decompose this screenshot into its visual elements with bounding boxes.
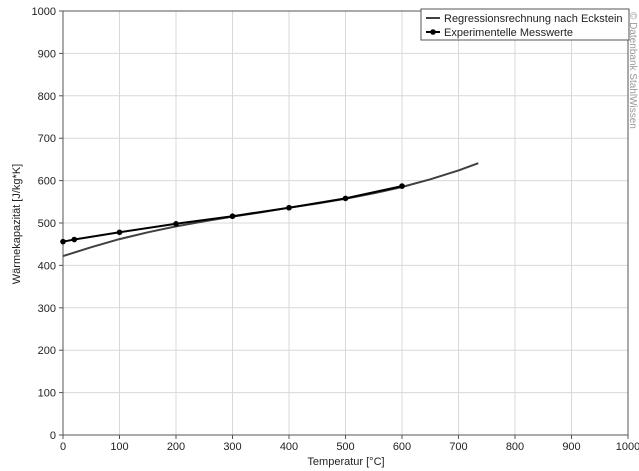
y-tick-label: 400 xyxy=(38,260,56,272)
x-axis-ticks: 0 100 200 300 400 500 600 700 800 900 1000 xyxy=(60,435,639,453)
data-point xyxy=(229,213,236,220)
data-point xyxy=(399,183,405,189)
x-tick-label: 700 xyxy=(449,441,467,453)
x-tick-label: 800 xyxy=(506,441,524,453)
x-axis-title: Temperatur [°C] xyxy=(307,456,384,468)
y-axis-ticks: 0 100 200 300 400 500 600 700 800 900 1000 xyxy=(32,6,63,442)
x-tick-label: 500 xyxy=(336,441,354,453)
legend-label-measured: Experimentelle Messwerte xyxy=(444,27,573,39)
y-tick-label: 800 xyxy=(38,91,56,103)
y-axis-title: Wärmekapazität [J/kg*K] xyxy=(11,164,23,284)
y-tick-label: 1000 xyxy=(32,6,56,18)
data-point xyxy=(60,238,66,245)
x-tick-label: 100 xyxy=(110,441,128,453)
x-tick-label: 400 xyxy=(280,441,298,453)
data-point xyxy=(71,236,78,243)
y-tick-label: 500 xyxy=(38,218,56,230)
x-tick-label: 0 xyxy=(60,441,66,453)
y-tick-label: 900 xyxy=(38,48,56,60)
data-point xyxy=(173,221,179,227)
data-point xyxy=(342,195,349,202)
y-tick-label: 300 xyxy=(38,303,56,315)
grid-lines xyxy=(62,10,629,436)
legend-marker-measured xyxy=(430,29,436,35)
y-tick-label: 100 xyxy=(38,388,56,400)
series-layer xyxy=(60,162,479,258)
watermark-text: © Datenbank StahlWissen xyxy=(627,12,638,129)
x-tick-label: 200 xyxy=(167,441,185,453)
legend: Regressionsrechnung nach Eckstein Experi… xyxy=(420,8,630,41)
data-point xyxy=(116,229,123,236)
data-point xyxy=(286,204,292,211)
y-tick-label: 700 xyxy=(38,133,56,145)
series-line-1 xyxy=(62,185,403,243)
x-tick-label: 1000 xyxy=(616,441,639,453)
y-tick-label: 0 xyxy=(50,430,56,442)
y-tick-label: 600 xyxy=(38,176,56,188)
x-tick-label: 300 xyxy=(223,441,241,453)
y-tick-label: 200 xyxy=(38,345,56,357)
x-tick-label: 600 xyxy=(393,441,411,453)
legend-label-regression: Regressionsrechnung nach Eckstein xyxy=(444,13,623,25)
x-tick-label: 900 xyxy=(562,441,580,453)
legend-box xyxy=(420,8,630,41)
